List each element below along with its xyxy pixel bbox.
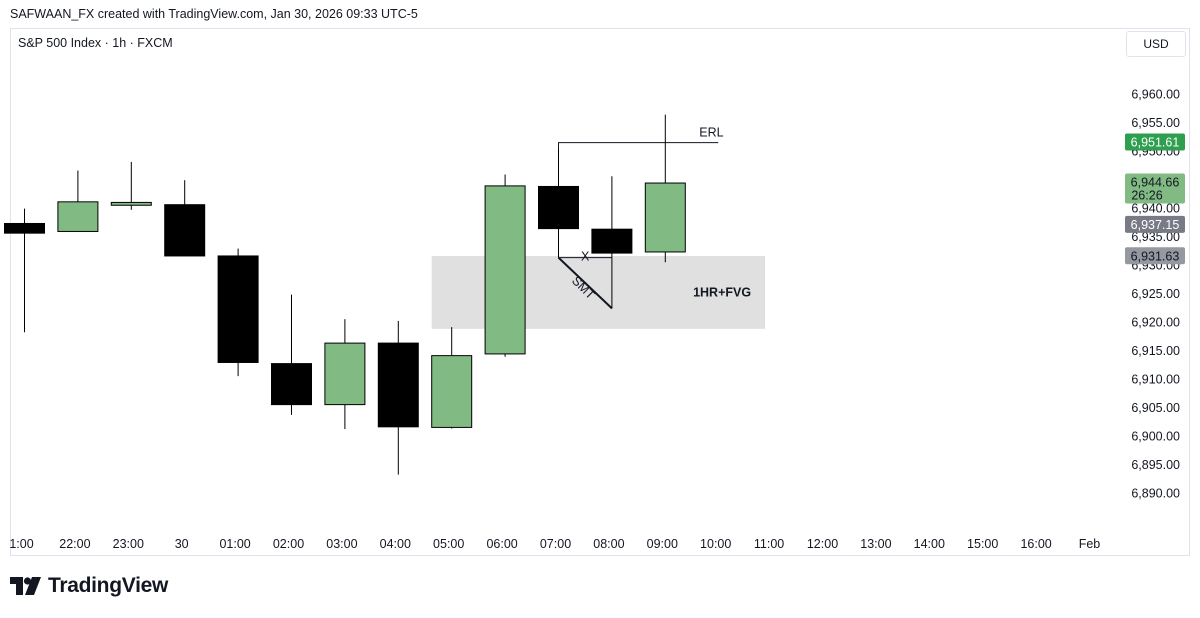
price-label[interactable]: 6,931.63 bbox=[1125, 247, 1185, 265]
candle-07:00[interactable] bbox=[538, 148, 579, 258]
price-label-bg bbox=[1125, 133, 1185, 151]
price-label-value: 6,951.61 bbox=[1131, 135, 1180, 149]
candle-00:00[interactable] bbox=[164, 180, 206, 257]
symbol-legend[interactable]: S&P 500 Index · 1h · FXCM bbox=[18, 36, 173, 50]
time-tick-label: 23:00 bbox=[113, 537, 144, 551]
candle-09:00[interactable] bbox=[644, 114, 686, 263]
bearish-candle-body bbox=[4, 222, 45, 234]
candle-06:00[interactable] bbox=[484, 174, 526, 357]
price-label-bg bbox=[1125, 247, 1185, 265]
bullish-candle-body bbox=[431, 355, 473, 428]
time-tick-label: 07:00 bbox=[540, 537, 571, 551]
smt-line[interactable] bbox=[557, 256, 613, 310]
candle-04:00[interactable] bbox=[377, 320, 419, 475]
price-label-bg bbox=[1125, 173, 1185, 204]
currency-button[interactable]: USD bbox=[1126, 31, 1186, 57]
price-tick-label: 6,955.00 bbox=[1131, 116, 1180, 130]
time-tick-label: 1:00 bbox=[9, 537, 33, 551]
bearish-candle-body bbox=[271, 363, 312, 406]
time-tick-label: 11:00 bbox=[754, 537, 784, 551]
time-tick-label: 08:00 bbox=[593, 537, 624, 551]
price-tick-label: 6,905.00 bbox=[1131, 401, 1180, 415]
tradingview-wordmark: TradingView bbox=[48, 574, 169, 597]
candle-21:00[interactable] bbox=[4, 208, 45, 333]
price-label-value: 6,937.15 bbox=[1131, 218, 1180, 232]
candle-23:00[interactable] bbox=[110, 161, 152, 210]
price-label[interactable]: 6,937.15 bbox=[1125, 215, 1185, 233]
bearish-candle-body bbox=[591, 228, 633, 254]
candle-05:00[interactable] bbox=[431, 327, 473, 429]
candle-02:00[interactable] bbox=[271, 294, 312, 415]
bearish-candle-body bbox=[164, 204, 206, 257]
time-tick-label: 09:00 bbox=[647, 537, 678, 551]
time-tick-label: 10:00 bbox=[700, 537, 731, 551]
fvg-zone-layer: 1HR+FVG bbox=[431, 255, 766, 329]
price-label-value: 6,944.66 bbox=[1131, 176, 1180, 190]
tradingview-logo-icon bbox=[10, 577, 41, 595]
time-tick-label: 16:00 bbox=[1020, 537, 1051, 551]
bullish-candle-body bbox=[110, 201, 152, 206]
time-tick-label: 05:00 bbox=[433, 537, 464, 551]
price-label[interactable]: 6,951.61 bbox=[1125, 133, 1185, 151]
tradingview-logo[interactable]: TradingView bbox=[10, 574, 168, 598]
price-label-countdown: 26:26 bbox=[1131, 189, 1162, 203]
price-tick-label: 6,940.00 bbox=[1131, 202, 1180, 216]
bearish-candle-body bbox=[377, 342, 419, 428]
time-tick-label: 30 bbox=[175, 537, 189, 551]
fvg-label: 1HR+FVG bbox=[693, 285, 751, 299]
price-tick-label: 6,900.00 bbox=[1131, 429, 1180, 443]
time-tick-label: 01:00 bbox=[219, 537, 250, 551]
time-tick-label: 04:00 bbox=[380, 537, 411, 551]
candle-01:00[interactable] bbox=[217, 248, 259, 377]
bullish-candle-body bbox=[644, 182, 686, 253]
time-tick-label: 03:00 bbox=[326, 537, 357, 551]
candles-layer bbox=[4, 114, 686, 475]
time-axis: 1:00 22:00 23:00 30 01:00 02:00 03:00 04:00 05:0… bbox=[9, 537, 1100, 551]
time-tick-label: Feb bbox=[1079, 537, 1101, 551]
price-label-value: 6,931.63 bbox=[1131, 249, 1180, 263]
price-tick-label: 6,915.00 bbox=[1131, 344, 1180, 358]
price-tick-label: 6,935.00 bbox=[1131, 230, 1180, 244]
time-tick-label: 12:00 bbox=[807, 537, 838, 551]
bearish-candle-body bbox=[217, 255, 259, 363]
bearish-candle-body bbox=[538, 185, 579, 230]
price-tick-label: 6,895.00 bbox=[1131, 458, 1180, 472]
price-tick-label: 6,960.00 bbox=[1131, 88, 1180, 102]
time-tick-label: 22:00 bbox=[59, 537, 90, 551]
time-tick-label: 02:00 bbox=[273, 537, 304, 551]
time-tick-label: 15:00 bbox=[967, 537, 998, 551]
time-tick-label: 14:00 bbox=[914, 537, 945, 551]
price-label-bg bbox=[1125, 215, 1185, 233]
time-tick-label: 13:00 bbox=[860, 537, 891, 551]
chart-attribution: SAFWAAN_FX created with TradingView.com,… bbox=[10, 7, 418, 21]
bullish-candle-body bbox=[57, 201, 99, 232]
price-tick-label: 6,910.00 bbox=[1131, 372, 1180, 386]
erl-line[interactable] bbox=[558, 142, 719, 150]
bullish-candle-body bbox=[484, 185, 526, 355]
x-marker-label: X bbox=[581, 250, 590, 264]
bullish-candle-body bbox=[324, 342, 366, 406]
candle-22:00[interactable] bbox=[57, 170, 99, 232]
erl-label: ERL bbox=[699, 126, 723, 140]
candle-08:00[interactable] bbox=[591, 176, 633, 309]
candle-03:00[interactable] bbox=[324, 319, 366, 430]
price-tick-label: 6,890.00 bbox=[1131, 486, 1180, 500]
price-tick-label: 6,920.00 bbox=[1131, 316, 1180, 330]
price-tick-label: 6,925.00 bbox=[1131, 287, 1180, 301]
time-tick-label: 06:00 bbox=[486, 537, 517, 551]
